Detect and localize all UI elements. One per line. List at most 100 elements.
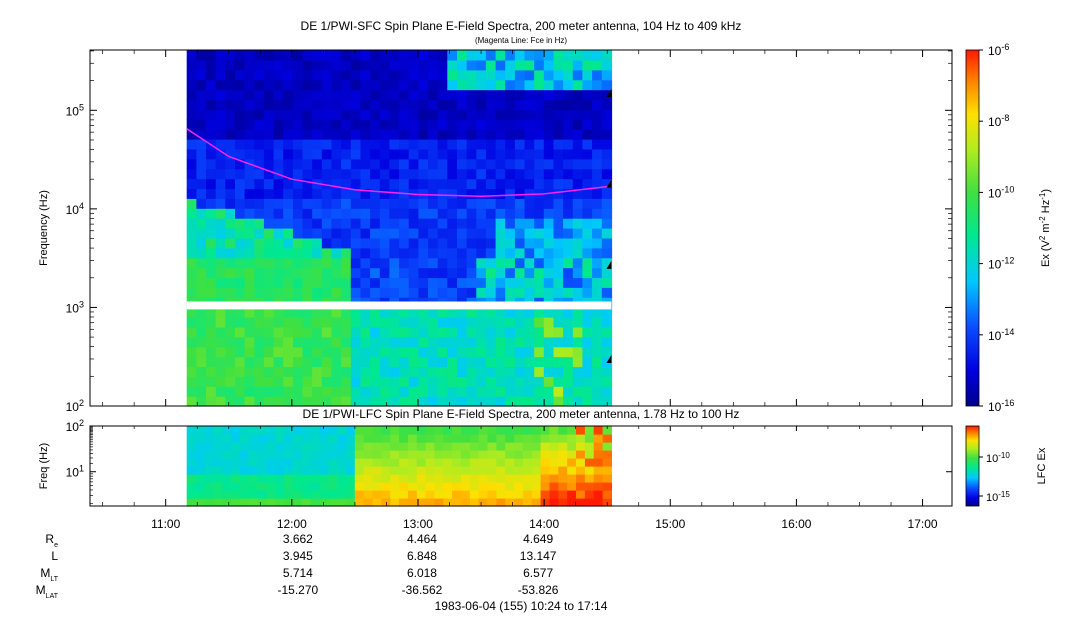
sfc-cell	[457, 79, 468, 91]
sfc-cell	[466, 69, 477, 81]
sfc-cell	[428, 346, 439, 358]
sfc-cell	[476, 237, 487, 249]
lfc-cell	[407, 490, 418, 499]
sfc-cell	[524, 59, 535, 71]
sfc-cell	[505, 287, 516, 298]
sfc-cell	[225, 307, 236, 318]
sfc-cell	[186, 326, 197, 338]
sfc-cell	[254, 317, 265, 328]
lfc-cell	[567, 490, 577, 499]
sfc-cell	[263, 257, 275, 269]
sfc-cell	[524, 89, 535, 101]
lfc-cell	[407, 434, 418, 443]
sfc-cell	[514, 346, 526, 358]
sfc-cell	[572, 69, 584, 81]
sfc-cell	[457, 148, 468, 160]
sfc-cell	[601, 247, 613, 259]
sfc-cell	[428, 277, 439, 288]
sfc-cell	[514, 158, 526, 170]
lfc-cell	[346, 426, 356, 435]
sfc-cell	[601, 139, 613, 150]
sfc-cell	[514, 307, 526, 318]
sfc-cell	[206, 119, 217, 130]
lfc-cell	[416, 490, 427, 499]
sfc-cell	[263, 188, 275, 199]
sfc-cell	[534, 139, 545, 150]
sfc-cell	[485, 228, 497, 239]
sfc-cell	[235, 336, 246, 348]
sfc-cell	[592, 99, 603, 110]
sfc-cell	[225, 158, 236, 170]
lfc-cell	[487, 490, 497, 499]
sfc-cell	[495, 109, 506, 120]
sfc-cell	[534, 376, 545, 387]
sfc-cell	[186, 267, 197, 279]
sfc-cell	[408, 148, 419, 160]
lfc-cell	[425, 466, 435, 475]
sfc-colorbar-gradient	[965, 49, 980, 407]
lfc-cell	[416, 482, 427, 491]
sfc-cell	[514, 277, 526, 288]
sfc-cell	[370, 50, 381, 61]
sfc-cell	[543, 247, 555, 259]
sfc-cell	[206, 109, 217, 120]
lfc-cell	[195, 426, 205, 435]
lfc-cell	[292, 498, 303, 507]
sfc-cell	[235, 237, 246, 249]
sfc-cell	[476, 307, 487, 318]
sfc-cell	[370, 267, 381, 279]
lfc-cell	[266, 490, 276, 499]
sfc-cell	[524, 158, 535, 170]
sfc-cell	[534, 59, 545, 71]
sfc-cell	[225, 257, 236, 269]
sfc-cell	[466, 158, 477, 170]
sfc-cell	[244, 287, 255, 298]
sfc-cell	[263, 50, 275, 61]
sfc-cell	[408, 396, 419, 407]
sfc-cell	[302, 336, 313, 348]
sfc-cell	[553, 267, 564, 279]
sfc-cell	[235, 257, 246, 269]
sfc-cell	[457, 198, 468, 209]
sfc-cell	[331, 366, 342, 377]
sfc-cell	[505, 386, 516, 397]
sfc-cell	[350, 119, 362, 130]
lfc-cell	[469, 442, 480, 451]
lfc-cell	[584, 442, 595, 451]
sfc-cell	[572, 386, 584, 397]
sfc-cell	[215, 346, 226, 358]
sfc-cell	[534, 277, 545, 288]
sfc-cell	[273, 50, 284, 61]
sfc-cell	[437, 168, 448, 180]
sfc-cell	[476, 119, 487, 130]
sfc-cell	[350, 89, 362, 101]
sfc-cell	[572, 178, 584, 190]
sfc-cell	[495, 376, 506, 387]
sfc-cell	[572, 346, 584, 358]
sfc-cell	[370, 59, 381, 71]
ephemeris-row-label: Re	[45, 532, 58, 549]
sfc-cell	[592, 50, 603, 61]
lfc-cell	[346, 482, 356, 491]
ephemeris-row-label: MLT	[40, 566, 58, 583]
sfc-cell	[572, 79, 584, 91]
lfc-cell	[239, 466, 250, 475]
sfc-cell	[331, 188, 342, 199]
lfc-cell	[522, 434, 533, 443]
sfc-cell	[273, 396, 284, 407]
sfc-cell	[215, 109, 226, 120]
sfc-cell	[563, 237, 574, 249]
sfc-cell	[196, 139, 207, 150]
lfc-cell	[478, 490, 489, 499]
sfc-cell	[215, 119, 226, 130]
lfc-cell	[478, 426, 489, 435]
sfc-cell	[437, 336, 448, 348]
sfc-cell	[350, 168, 362, 180]
sfc-cell	[476, 129, 487, 140]
lfc-cell	[505, 426, 515, 435]
sfc-cell	[485, 178, 497, 190]
sfc-cell	[524, 139, 535, 150]
sfc-cell	[418, 228, 429, 239]
sfc-cell	[292, 59, 304, 71]
